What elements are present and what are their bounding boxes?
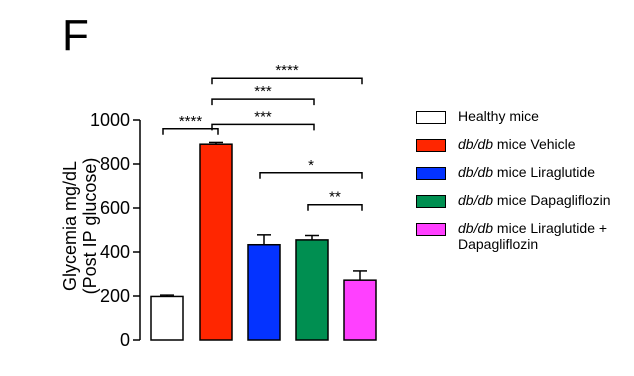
legend-swatch	[416, 223, 446, 236]
y-tick-label: 1000	[90, 110, 130, 130]
y-tick-label: 600	[100, 198, 130, 218]
y-tick-label: 0	[120, 330, 130, 350]
y-axis-ticks: 0 200 400 600 800 1000	[90, 110, 140, 350]
significance-label: ****	[275, 62, 299, 79]
legend-item: db/db mice Dapagliflozin	[416, 192, 631, 220]
panel-label: F	[62, 11, 89, 60]
bar	[150, 295, 184, 341]
legend-swatch	[416, 195, 446, 208]
error-bar	[305, 234, 319, 240]
legend-label: db/db mice Liraglutide + Dapagliflozin	[458, 220, 608, 252]
significance-label: ***	[254, 108, 272, 125]
legend-label: db/db mice Dapagliflozin	[458, 192, 611, 208]
significance-label: *	[308, 157, 314, 174]
error-bar	[257, 234, 271, 245]
y-axis-title-line2: (Post IP glucose)	[80, 158, 100, 295]
error-bar	[209, 141, 223, 145]
significance-bracket: ****	[162, 113, 219, 135]
legend-label: Healthy mice	[458, 108, 539, 124]
legend: Healthy mice db/db mice Vehicle db/db mice…	[416, 108, 631, 252]
significance-label: ****	[179, 113, 203, 130]
legend-item: db/db mice Vehicle	[416, 136, 631, 164]
legend-item: db/db mice Liraglutide + Dapagliflozin	[416, 220, 631, 252]
significance-brackets: *****************	[162, 62, 363, 211]
legend-item: Healthy mice	[416, 108, 631, 136]
bar	[247, 243, 281, 341]
significance-bracket: ****	[211, 62, 363, 85]
legend-swatch	[416, 111, 446, 124]
significance-bracket: ***	[211, 83, 315, 106]
bar	[295, 239, 329, 341]
legend-swatch	[416, 167, 446, 180]
bars	[150, 141, 377, 341]
significance-bracket: **	[307, 189, 363, 211]
legend-label: db/db mice Liraglutide	[458, 164, 595, 180]
y-tick-label: 400	[100, 242, 130, 262]
y-axis-title: Glycemia mg/dL (Post IP glucose)	[60, 158, 100, 295]
significance-bracket: *	[259, 157, 363, 179]
legend-item: db/db mice Liraglutide	[416, 164, 631, 192]
y-tick-label: 200	[100, 286, 130, 306]
y-axis-title-line1: Glycemia mg/dL	[60, 161, 80, 291]
bar	[343, 279, 377, 341]
y-tick-label: 800	[100, 154, 130, 174]
error-bar	[160, 294, 174, 297]
significance-label: ***	[254, 83, 272, 100]
legend-label: db/db mice Vehicle	[458, 136, 576, 152]
significance-bracket: ***	[211, 108, 315, 131]
legend-swatch	[416, 139, 446, 152]
error-bar	[353, 270, 367, 281]
significance-label: **	[329, 189, 341, 206]
bar	[199, 143, 233, 341]
